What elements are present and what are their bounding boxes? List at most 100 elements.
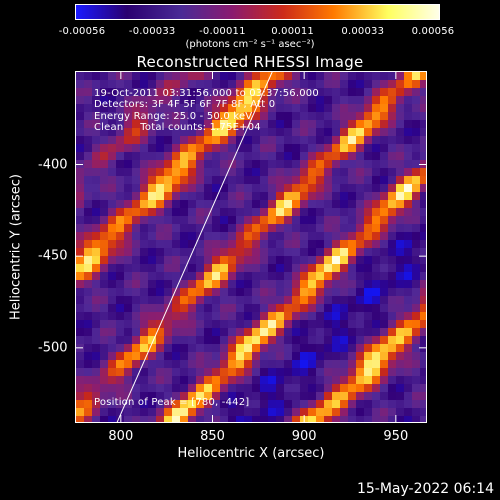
heatmap-cell bbox=[380, 200, 389, 209]
heatmap-cell bbox=[396, 216, 405, 225]
heatmap-cell bbox=[268, 200, 277, 209]
heatmap-cell bbox=[308, 272, 317, 281]
heatmap-cell bbox=[180, 416, 189, 422]
heatmap-cell bbox=[204, 296, 213, 305]
heatmap-cell bbox=[140, 224, 149, 233]
heatmap-cell bbox=[100, 288, 109, 297]
info-time-range: 19-Oct-2011 03:31:56.000 to 03:37:56.000 bbox=[94, 88, 319, 99]
heatmap-cell bbox=[388, 304, 397, 313]
heatmap-cell bbox=[124, 272, 133, 281]
heatmap-cell bbox=[172, 104, 181, 113]
heatmap-cell bbox=[252, 408, 261, 417]
heatmap-cell bbox=[236, 200, 245, 209]
heatmap-cell bbox=[276, 416, 285, 422]
heatmap-cell bbox=[116, 400, 125, 409]
heatmap-cell bbox=[388, 168, 397, 177]
heatmap-cell bbox=[412, 360, 421, 369]
heatmap-cell bbox=[212, 240, 221, 249]
heatmap-cell bbox=[84, 344, 93, 353]
heatmap-cell bbox=[156, 72, 165, 81]
heatmap-cell bbox=[140, 112, 149, 121]
heatmap-cell bbox=[332, 128, 341, 137]
heatmap-cell bbox=[180, 384, 189, 393]
heatmap-cell bbox=[388, 152, 397, 161]
heatmap-cell bbox=[108, 208, 117, 217]
heatmap-cell bbox=[84, 72, 93, 81]
heatmap-cell bbox=[172, 376, 181, 385]
heatmap-cell bbox=[140, 128, 149, 137]
heatmap-cell bbox=[396, 256, 405, 265]
heatmap-cell bbox=[220, 376, 229, 385]
heatmap-cell bbox=[324, 240, 333, 249]
heatmap-cell bbox=[92, 136, 101, 145]
heatmap-cell bbox=[420, 152, 426, 161]
heatmap-cell bbox=[204, 168, 213, 177]
heatmap-cell bbox=[108, 120, 117, 129]
heatmap-cell bbox=[220, 248, 229, 257]
heatmap-cell bbox=[396, 376, 405, 385]
heatmap-cell bbox=[324, 136, 333, 145]
heatmap-cell bbox=[116, 408, 125, 417]
heatmap-cell bbox=[252, 288, 261, 297]
heatmap-cell bbox=[340, 72, 349, 81]
heatmap-cell bbox=[308, 312, 317, 321]
heatmap-cell bbox=[268, 328, 277, 337]
heatmap-cell bbox=[140, 312, 149, 321]
heatmap-cell bbox=[276, 88, 285, 97]
heatmap-cell bbox=[388, 104, 397, 113]
heatmap-cell bbox=[284, 152, 293, 161]
heatmap-cell bbox=[268, 400, 277, 409]
heatmap-cell bbox=[196, 352, 205, 361]
heatmap-cell bbox=[316, 384, 325, 393]
heatmap-cell bbox=[380, 136, 389, 145]
heatmap-cell bbox=[324, 408, 333, 417]
heatmap-cell bbox=[412, 128, 421, 137]
heatmap-cell bbox=[252, 304, 261, 313]
heatmap-cell bbox=[260, 376, 269, 385]
heatmap-cell bbox=[236, 176, 245, 185]
heatmap-cell bbox=[180, 320, 189, 329]
heatmap-cell bbox=[356, 128, 365, 137]
heatmap-cell bbox=[76, 416, 85, 422]
heatmap-cell bbox=[348, 288, 357, 297]
heatmap-cell bbox=[388, 280, 397, 289]
heatmap-cell bbox=[244, 72, 253, 81]
heatmap-cell bbox=[260, 192, 269, 201]
heatmap-cell bbox=[116, 128, 125, 137]
heatmap-cell bbox=[332, 112, 341, 121]
heatmap-cell bbox=[228, 280, 237, 289]
heatmap-cell bbox=[76, 256, 85, 265]
heatmap-cell bbox=[412, 208, 421, 217]
heatmap-cell bbox=[76, 240, 85, 249]
heatmap-cell bbox=[236, 152, 245, 161]
heatmap-cell bbox=[220, 400, 229, 409]
heatmap-cell bbox=[180, 392, 189, 401]
heatmap-cell bbox=[76, 216, 85, 225]
heatmap-cell bbox=[172, 312, 181, 321]
heatmap-cell bbox=[388, 216, 397, 225]
heatmap-cell bbox=[324, 144, 333, 153]
heatmap-cell bbox=[420, 280, 426, 289]
heatmap-cell bbox=[76, 280, 85, 289]
heatmap-cell bbox=[124, 128, 133, 137]
heatmap-cell bbox=[148, 176, 157, 185]
heatmap-cell bbox=[92, 352, 101, 361]
heatmap-cell bbox=[316, 376, 325, 385]
heatmap-cell bbox=[332, 376, 341, 385]
heatmap-cell bbox=[396, 144, 405, 153]
heatmap-cell bbox=[188, 88, 197, 97]
heatmap-cell bbox=[108, 160, 117, 169]
heatmap-cell bbox=[396, 360, 405, 369]
heatmap-cell bbox=[196, 216, 205, 225]
heatmap-cell bbox=[92, 328, 101, 337]
heatmap-cell bbox=[156, 200, 165, 209]
heatmap-cell bbox=[340, 272, 349, 281]
heatmap-cell bbox=[124, 328, 133, 337]
heatmap-cell bbox=[124, 96, 133, 105]
heatmap-cell bbox=[412, 312, 421, 321]
heatmap-cell bbox=[260, 288, 269, 297]
heatmap-cell bbox=[276, 160, 285, 169]
heatmap-cell bbox=[204, 416, 213, 422]
heatmap-cell bbox=[172, 256, 181, 265]
heatmap-cell bbox=[148, 240, 157, 249]
